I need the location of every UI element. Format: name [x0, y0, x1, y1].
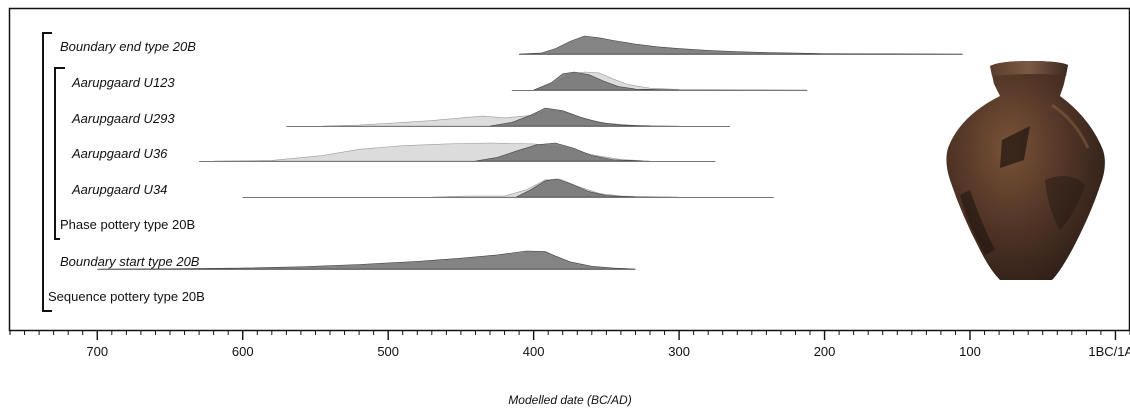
tick-label: 600 — [232, 344, 254, 359]
tick-label: 100 — [959, 344, 981, 359]
x-axis-title: Modelled date (BC/AD) — [508, 393, 631, 407]
posterior-distribution — [97, 250, 636, 270]
x-axis: 700 600 500 400 300 200 100 1BC/1AD — [9, 330, 1130, 359]
tick-label: 500 — [377, 344, 399, 359]
series-6: Boundary start type 20B — [60, 250, 636, 270]
series-1: Aarupgaard U123 — [71, 71, 808, 91]
phase-bracket — [54, 67, 65, 240]
ceramic-pot-image — [946, 61, 1105, 280]
row-label: Aarupgaard U34 — [71, 182, 167, 197]
chart-rows: Boundary end type 20B Aarupgaard U123 Aaru… — [48, 35, 963, 304]
tick-label: 1BC/1AD — [1088, 344, 1130, 359]
row-label: Aarupgaard U36 — [71, 146, 168, 161]
prior-distribution — [322, 109, 680, 127]
row-label: Phase pottery type 20B — [60, 217, 195, 232]
row-label: Aarupgaard U123 — [71, 75, 175, 90]
posterior-distribution — [489, 107, 651, 127]
tick-label: 200 — [814, 344, 836, 359]
row-label: Aarupgaard U293 — [71, 111, 175, 126]
series-7: Sequence pottery type 20B — [48, 289, 205, 304]
brackets — [42, 32, 65, 312]
posterior-distribution — [516, 178, 636, 198]
sequence-bracket — [42, 32, 52, 312]
row-label: Boundary start type 20B — [60, 254, 200, 269]
series-5: Phase pottery type 20B — [60, 217, 195, 232]
posterior-distribution — [519, 35, 963, 55]
row-label: Sequence pottery type 20B — [48, 289, 205, 304]
series-0: Boundary end type 20B — [60, 35, 963, 55]
posterior-distribution — [533, 71, 680, 91]
posterior-distribution — [475, 142, 643, 162]
tick-label: 400 — [523, 344, 545, 359]
series-3: Aarupgaard U36 — [71, 142, 716, 162]
row-label: Boundary end type 20B — [60, 39, 196, 54]
series-2: Aarupgaard U293 — [71, 107, 730, 127]
tick-label: 300 — [668, 344, 690, 359]
tick-label: 700 — [86, 344, 108, 359]
series-4: Aarupgaard U34 — [71, 178, 774, 198]
